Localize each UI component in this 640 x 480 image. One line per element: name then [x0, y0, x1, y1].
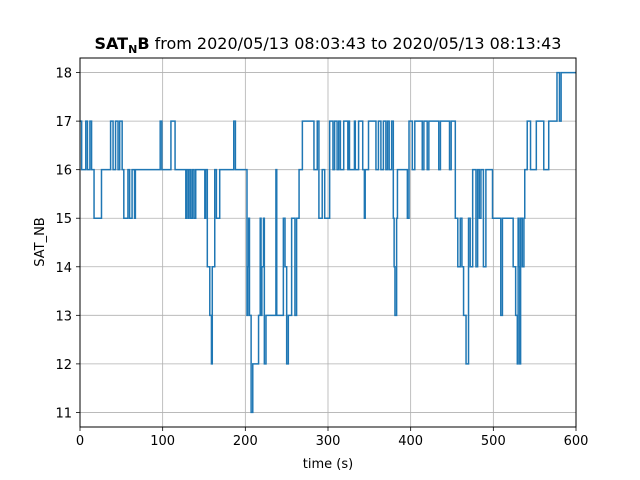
x-axis: 0 100 200 300 400 500 600 [76, 427, 589, 449]
x-tick-label: 500 [481, 434, 506, 449]
x-tick-label: 600 [564, 434, 589, 449]
series-line [80, 71, 576, 414]
y-tick-label: 11 [55, 406, 72, 421]
chart-title-main: SAT [95, 34, 129, 53]
y-tick-label: 13 [55, 309, 72, 324]
series-layer [80, 71, 576, 414]
y-tick-label: 17 [55, 115, 72, 130]
grid [79, 58, 577, 427]
y-tick-label: 14 [55, 261, 72, 276]
x-tick-label: 100 [150, 434, 175, 449]
y-tick-label: 12 [55, 358, 72, 373]
y-tick-label: 15 [55, 212, 72, 227]
y-tick-label: 16 [55, 164, 72, 179]
y-axis: 11 12 13 14 15 16 17 18 [55, 67, 80, 421]
y-axis-label: SAT_NB [33, 217, 48, 266]
y-tick-label: 18 [55, 67, 72, 82]
x-tick-label: 200 [233, 434, 258, 449]
x-tick-label: 400 [398, 434, 423, 449]
chart-title-after: B [137, 34, 149, 53]
x-axis-label: time (s) [303, 457, 353, 472]
chart-title: SATNB from 2020/05/13 08:03:43 to 2020/0… [95, 34, 562, 56]
x-tick-label: 0 [76, 434, 84, 449]
chart-title-rest: from 2020/05/13 08:03:43 to 2020/05/13 0… [150, 34, 562, 53]
x-tick-label: 300 [316, 434, 341, 449]
chart-title-sub: N [128, 43, 137, 56]
